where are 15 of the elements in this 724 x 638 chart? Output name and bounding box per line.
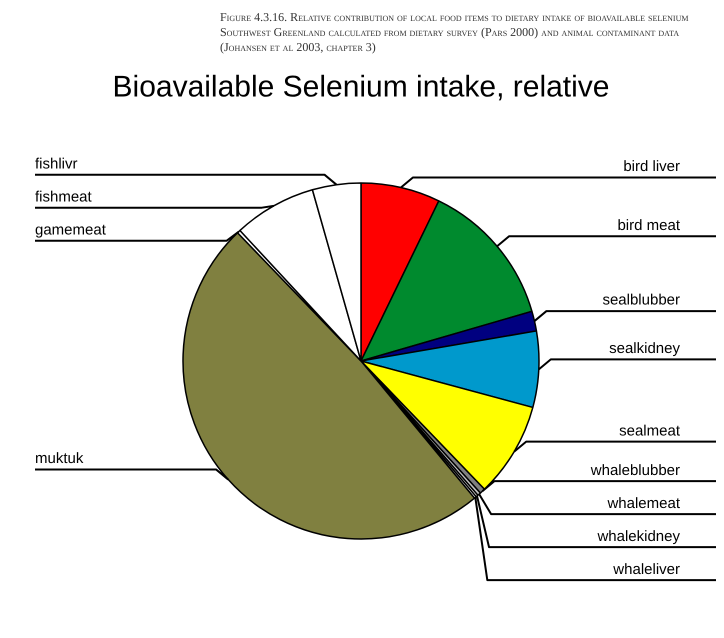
slice-label: fishmeat [35, 188, 93, 206]
slice-label: sealkidney [609, 340, 680, 358]
caption: Figure 4.3.16. Relative contribution of local food items to dietary intake of bioavailable selenium Southwest Greenland calculated from dietary survey (Pars 2000) and animal contaminant data (Johansen et al 2003, chapter 3) [220, 9, 690, 56]
chart-title: Bioavailable Selenium intake, relative [112, 70, 610, 104]
slice-label: muktuk [35, 450, 84, 468]
slice-label: bird liver [623, 158, 680, 176]
slice-label: whaleblubber [590, 462, 680, 479]
slice-label: sealmeat [619, 422, 681, 440]
slice-label: sealblubber [602, 292, 680, 309]
slice-label: whaleliver [612, 560, 680, 578]
slice-label: fishlivr [35, 155, 78, 172]
slice-label: bird meat [617, 216, 681, 234]
slice-label: whalemeat [606, 494, 681, 512]
slice-label: whalekidney [596, 528, 680, 545]
slice-label: gamemeat [35, 221, 107, 238]
